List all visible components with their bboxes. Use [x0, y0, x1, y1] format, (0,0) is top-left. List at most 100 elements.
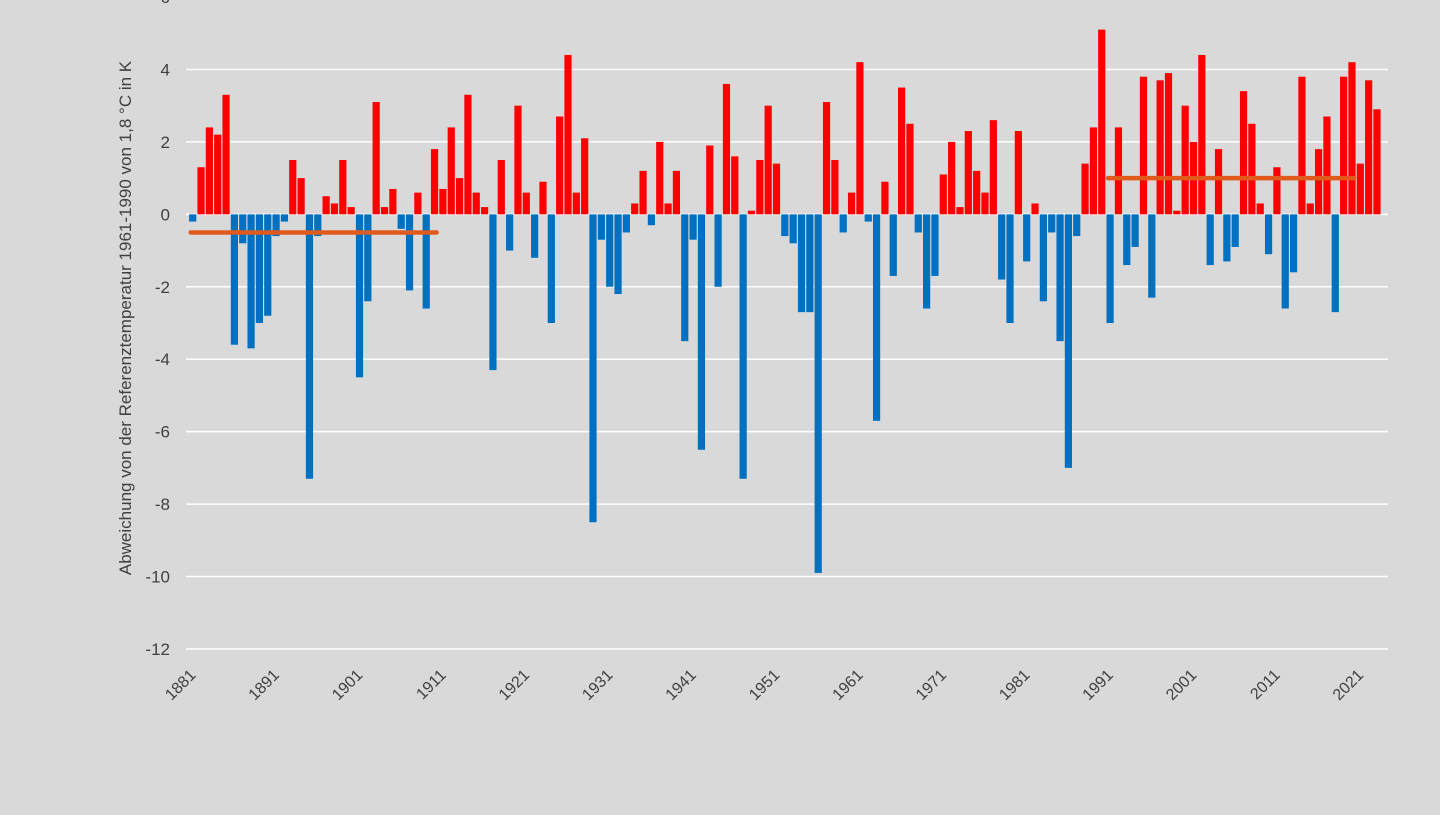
x-tick-label: 2001 [1163, 667, 1200, 704]
bar-1893 [289, 160, 297, 215]
y-tick-label: -8 [155, 495, 170, 514]
bar-1997 [1156, 80, 1164, 215]
bar-1895 [305, 214, 314, 479]
y-tick-label: 4 [161, 60, 170, 79]
bar-1933 [622, 214, 630, 233]
bar-1962 [864, 214, 872, 222]
bar-1944 [714, 214, 722, 287]
x-tick-label: 1891 [246, 667, 283, 704]
bar-1967 [906, 123, 914, 215]
bar-1947 [739, 214, 747, 479]
bar-1888 [247, 214, 255, 349]
bar-1899 [339, 160, 347, 215]
bar-1918 [497, 160, 505, 215]
bar-1907 [405, 214, 414, 291]
bar-1980 [1014, 131, 1022, 215]
x-tick-label: 1911 [413, 667, 449, 703]
bar-2005 [1223, 214, 1231, 262]
bar-2017 [1323, 116, 1331, 215]
bar-2016 [1315, 149, 1323, 215]
bar-1955 [806, 214, 814, 313]
bar-1981 [1023, 214, 1031, 262]
bar-1913 [455, 178, 464, 215]
bar-1891 [272, 214, 280, 237]
bar-1924 [547, 214, 555, 323]
bar-1921 [522, 192, 530, 215]
bar-1934 [631, 203, 639, 215]
bars [189, 29, 1381, 573]
bar-1956 [814, 214, 822, 573]
y-tick-label: -4 [155, 350, 170, 369]
y-tick-label: -2 [155, 278, 170, 297]
bar-1923 [539, 181, 547, 215]
bar-1971 [939, 174, 947, 215]
bar-1886 [230, 214, 238, 345]
bar-1976 [981, 192, 989, 215]
bar-1917 [489, 214, 497, 371]
bar-2008 [1248, 123, 1256, 215]
x-tick-label: 2021 [1330, 667, 1367, 704]
bar-1959 [839, 214, 847, 233]
bar-1941 [689, 214, 697, 240]
bar-2002 [1198, 54, 1206, 215]
gridlines [186, 68, 1388, 650]
bar-1915 [472, 192, 480, 215]
x-tick-label: 2011 [1247, 667, 1283, 703]
bar-1989 [1089, 127, 1098, 215]
bar-2006 [1231, 214, 1239, 247]
bar-1983 [1039, 214, 1047, 302]
x-tick-label: 1981 [996, 667, 1033, 704]
bar-2003 [1206, 214, 1214, 266]
bar-2007 [1239, 91, 1248, 215]
bar-1970 [931, 214, 939, 276]
bar-1974 [964, 131, 972, 215]
bar-1881 [189, 214, 197, 222]
bar-1950 [764, 105, 772, 215]
bar-1952 [781, 214, 789, 237]
y-axis-label: Abweichung von der Referenztemperatur 19… [116, 60, 135, 575]
bar-1884 [214, 134, 222, 215]
bar-1968 [914, 214, 922, 233]
bar-1988 [1081, 163, 1089, 215]
bar-1969 [923, 214, 931, 309]
bar-1994 [1131, 214, 1139, 247]
x-tick-label: 1881 [162, 667, 199, 704]
bar-1900 [347, 207, 355, 215]
bar-2011 [1273, 167, 1281, 215]
bar-1936 [647, 214, 655, 226]
bar-1894 [297, 178, 305, 215]
bar-1914 [464, 94, 472, 215]
bar-2014 [1298, 76, 1306, 215]
bar-2000 [1181, 105, 1189, 215]
bar-2012 [1281, 214, 1289, 309]
bar-1987 [1073, 214, 1081, 237]
x-tick-label: 1931 [579, 667, 616, 704]
bar-1966 [898, 87, 906, 215]
bar-1986 [1064, 214, 1072, 468]
y-tick-label: -10 [145, 568, 170, 587]
bar-2004 [1214, 149, 1223, 215]
bar-1883 [205, 127, 213, 215]
bar-1973 [956, 207, 964, 215]
bar-1961 [856, 62, 864, 215]
bar-1927 [572, 192, 580, 215]
x-tick-label: 1901 [329, 667, 366, 704]
bar-1972 [948, 141, 956, 215]
bar-1925 [556, 116, 564, 215]
bar-1993 [1123, 214, 1131, 266]
x-tick-label: 1951 [746, 667, 783, 704]
bar-1905 [389, 188, 397, 215]
bar-1991 [1106, 214, 1114, 323]
bar-2023 [1373, 109, 1381, 215]
y-tick-label: -6 [155, 423, 170, 442]
bar-1911 [439, 188, 447, 215]
bar-1901 [355, 214, 364, 378]
bar-1938 [664, 203, 672, 215]
bar-1985 [1056, 214, 1064, 342]
bar-1904 [380, 207, 389, 215]
bar-1906 [397, 214, 405, 229]
bar-1902 [364, 214, 372, 302]
bar-1892 [280, 214, 289, 222]
